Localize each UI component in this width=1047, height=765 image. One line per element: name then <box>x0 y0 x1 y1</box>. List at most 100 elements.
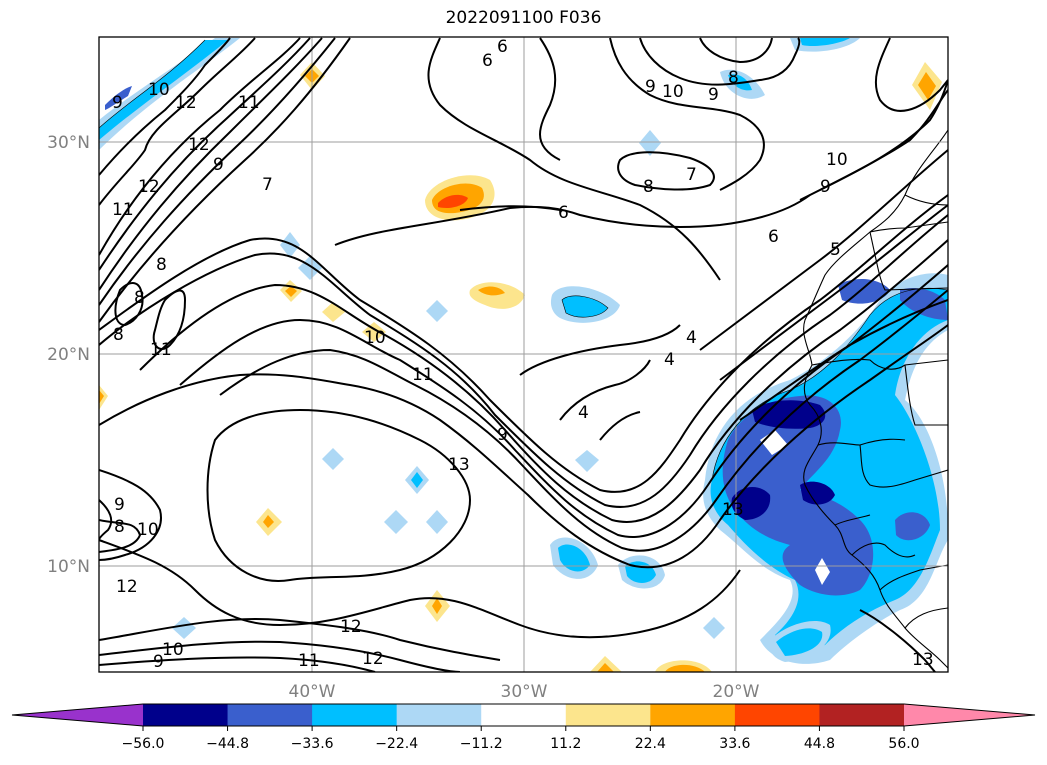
shade-patch <box>665 664 705 672</box>
lat-label-10n: 10°N <box>47 557 90 577</box>
colorbar-segment <box>143 704 229 726</box>
contour-line <box>99 519 142 553</box>
contour-line <box>874 37 948 112</box>
contour-label: 11 <box>150 340 172 360</box>
contour-line <box>99 37 336 306</box>
contour-label: 9 <box>213 155 224 175</box>
contour-label: 10 <box>148 80 170 100</box>
contour-label: 8 <box>113 325 124 345</box>
contour-label: 10 <box>826 150 848 170</box>
contour-label: 8 <box>156 255 167 275</box>
shade-patch <box>800 38 850 47</box>
contour-label: 9 <box>820 177 831 197</box>
contour-label: 9 <box>645 77 656 97</box>
contour-label: 12 <box>116 577 138 597</box>
shade-patch <box>478 286 505 296</box>
lat-label-20n: 20°N <box>47 345 90 365</box>
shade-patch <box>776 628 823 656</box>
contour-label: 8 <box>728 68 739 88</box>
colorbar-tick-label: −11.2 <box>460 736 503 752</box>
colorbar-segment <box>396 704 482 726</box>
contour-line <box>206 408 472 582</box>
contour-label: 10 <box>162 640 184 660</box>
shade-patch <box>263 515 274 528</box>
contour-lines <box>99 37 948 672</box>
contour-label: 7 <box>686 165 697 185</box>
shade-patch <box>322 302 345 322</box>
shade-patch <box>575 450 599 472</box>
shade-patch <box>99 385 108 410</box>
contour-line <box>99 469 162 561</box>
contour-label: 12 <box>188 135 210 155</box>
colorbar-segment <box>227 704 313 726</box>
border <box>834 514 871 526</box>
contour-label: 11 <box>298 651 320 671</box>
shade-patch <box>426 510 448 534</box>
shade-patch <box>558 544 590 572</box>
map-frame <box>98 36 949 673</box>
shade-patch <box>710 288 948 648</box>
contour-line <box>427 37 721 281</box>
lon-label-40w: 40°W <box>289 682 336 702</box>
colorbar-segment <box>734 704 820 726</box>
colorbar-tick-label: −33.6 <box>291 736 334 752</box>
contour-label: 5 <box>830 240 841 260</box>
contour-label: 9 <box>112 93 123 113</box>
colorbar: −56.0 −44.8 −33.6 −22.4 −11.2 11.2 22.4 33.6 44.… <box>11 703 1036 752</box>
colorbar-tick-label: 56.0 <box>888 736 919 752</box>
lon-labels: 40°W 30°W 20°W <box>289 682 760 702</box>
colorbar-tick-label: 44.8 <box>804 736 835 752</box>
contour-line <box>219 289 948 552</box>
contour-label: 4 <box>686 328 697 348</box>
contour-line <box>99 640 461 672</box>
shade-patch <box>99 390 104 404</box>
contour-label: 11 <box>238 93 260 113</box>
colorbar-tick-label: −56.0 <box>122 736 165 752</box>
map-title: 2022091100 F036 <box>445 8 602 28</box>
contour-label: 9 <box>497 425 508 445</box>
contour-line <box>799 89 948 201</box>
lat-label-30n: 30°N <box>47 133 90 153</box>
colorbar-segment <box>650 704 736 726</box>
lon-label-30w: 30°W <box>501 682 548 702</box>
border <box>851 542 916 558</box>
contour-line <box>99 37 301 256</box>
contour-label: 8 <box>114 517 125 537</box>
border <box>811 358 948 370</box>
shade-patch <box>172 617 196 639</box>
contour-label: 9 <box>153 652 164 672</box>
contour-label: 11 <box>112 200 134 220</box>
shade-edge <box>99 39 206 129</box>
shade-patch <box>426 300 448 322</box>
contour-line <box>539 37 561 161</box>
contour-label: 11 <box>412 365 434 385</box>
shading-edges <box>99 39 948 481</box>
contour-line <box>99 37 351 323</box>
shade-patch <box>918 72 936 100</box>
contour-line <box>99 656 376 672</box>
border <box>859 444 948 488</box>
shade-patch <box>562 295 608 318</box>
contour-label: 9 <box>708 85 719 105</box>
shade-edge <box>561 295 609 318</box>
colorbar-tick-label: 33.6 <box>719 736 750 752</box>
contour-label-group: 6 6 10 9 9 8 10 12 11 12 9 12 11 8 8 8 7… <box>112 37 934 672</box>
shade-patch <box>362 322 386 342</box>
contour-label: 9 <box>114 495 125 515</box>
lat-labels: 30°N 20°N 10°N <box>47 133 90 577</box>
colorbar-tick-label: 22.4 <box>635 736 666 752</box>
colorbar-segment <box>565 704 651 726</box>
contour-label: 4 <box>664 350 675 370</box>
contour-label: 12 <box>138 177 160 197</box>
contour-label: 10 <box>364 328 386 348</box>
shade-patch <box>432 598 442 614</box>
contour-line <box>609 37 765 191</box>
contour-line <box>152 289 187 350</box>
contour-label: 13 <box>912 650 934 670</box>
contour-line <box>859 609 936 672</box>
contour-line <box>99 37 323 291</box>
contour-line <box>334 194 811 246</box>
shade-patch <box>639 130 661 156</box>
lon-label-20w: 20°W <box>713 682 760 702</box>
contour-label: 6 <box>768 227 779 247</box>
